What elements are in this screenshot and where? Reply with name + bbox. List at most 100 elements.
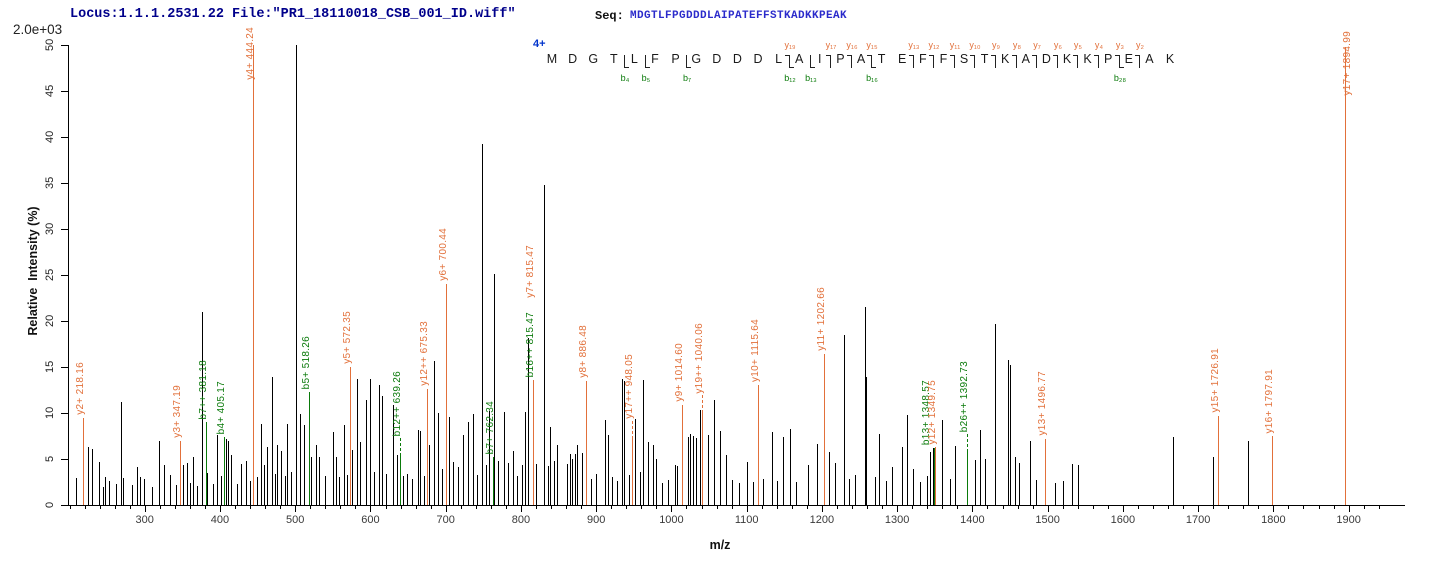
fragmentation-cut-mark xyxy=(974,55,975,68)
x-minor-tick xyxy=(1213,506,1214,509)
b-ion-label: b₅ xyxy=(641,73,651,83)
b-ion-cut-stub xyxy=(811,67,815,68)
ion-label: b4+ 405.17 xyxy=(216,380,227,434)
sequence-residue: T xyxy=(609,52,618,66)
peak-bar xyxy=(528,338,529,505)
peak-bar xyxy=(753,482,754,505)
y-ion-cut-stub xyxy=(909,55,913,56)
sequence-residue: T xyxy=(980,52,989,66)
fragmentation-cut-mark xyxy=(1057,55,1058,68)
peak-bar xyxy=(855,474,856,505)
x-major-tick xyxy=(671,506,672,512)
ion-peak-line xyxy=(427,389,428,505)
ion-label: y15+ 1726.91 xyxy=(1210,348,1221,413)
x-minor-tick xyxy=(115,506,116,509)
peak-bar xyxy=(902,447,903,505)
peak-bar xyxy=(152,486,153,505)
peak-bar xyxy=(339,477,340,505)
ion-peak-line xyxy=(758,385,759,505)
peak-bar xyxy=(732,480,733,505)
ion-peak-line xyxy=(253,45,254,505)
sequence-residue: D xyxy=(1041,52,1051,66)
peak-bar xyxy=(347,474,348,505)
y-ion-cut-stub xyxy=(1012,55,1016,56)
ion-peak-line xyxy=(1272,436,1273,505)
x-tick-label: 1100 xyxy=(734,514,759,526)
peak-bar xyxy=(808,465,809,505)
ion-peak-line xyxy=(1345,46,1346,505)
x-minor-tick xyxy=(927,506,928,509)
fragmentation-cut-mark xyxy=(1036,55,1037,68)
ion-label: b26++ 1392.73 xyxy=(959,360,970,432)
sequence-residue: T xyxy=(877,52,886,66)
b-ion-label: b₁₃ xyxy=(805,73,817,83)
fragmentation-cut-mark xyxy=(624,55,625,68)
ion-peak-line xyxy=(350,367,351,505)
y-ion-label: y₃ xyxy=(1115,40,1125,50)
y-ion-cut-stub xyxy=(1073,55,1077,56)
peak-bar xyxy=(739,482,740,505)
ion-label: y12++ 675.33 xyxy=(419,321,430,387)
peak-bar xyxy=(629,474,630,505)
peak-bar xyxy=(726,455,727,505)
y-ion-label: y₅ xyxy=(1073,40,1083,50)
peak-bar xyxy=(319,457,320,505)
peak-bar xyxy=(1213,457,1214,505)
y-tick-label: 25 xyxy=(44,268,56,282)
peak-bar xyxy=(434,360,435,505)
peak-bar xyxy=(164,465,165,505)
ion-label: y19++ 1040.06 xyxy=(694,322,705,394)
fragmentation-cut-mark xyxy=(1077,55,1078,68)
b-ion-cut-stub xyxy=(790,67,794,68)
x-tick-label: 400 xyxy=(210,514,230,526)
x-minor-tick xyxy=(581,506,582,509)
y-ion-label: y₁₃ xyxy=(908,40,920,50)
y-axis-line xyxy=(68,45,69,506)
peak-bar xyxy=(176,484,177,505)
sequence-residue: P xyxy=(836,52,845,66)
peak-bar xyxy=(393,404,394,505)
b-ion-cut-stub xyxy=(625,67,629,68)
x-minor-tick xyxy=(837,506,838,509)
peak-bar xyxy=(517,475,518,505)
peak-bar xyxy=(624,380,625,505)
ion-label-leader xyxy=(967,433,968,447)
peak-bar xyxy=(397,455,398,505)
y-ion-label: y₁₇ xyxy=(825,40,837,50)
ion-label: b12++ 639.26 xyxy=(392,371,403,437)
peak-bar xyxy=(835,462,836,505)
x-minor-tick xyxy=(1258,506,1259,509)
peak-bar xyxy=(1019,462,1020,505)
peak-bar xyxy=(316,445,317,505)
peak-bar xyxy=(498,460,499,505)
peak-bar xyxy=(442,469,443,505)
y-tick xyxy=(61,45,68,46)
x-minor-tick xyxy=(160,506,161,509)
y-tick xyxy=(61,91,68,92)
ion-label: b7++ 381.18 xyxy=(198,359,209,420)
peak-bar xyxy=(237,483,238,505)
b-ion-cut-stub xyxy=(646,67,650,68)
peak-bar xyxy=(449,416,450,505)
sequence-residue: A xyxy=(1145,52,1154,66)
peak-bar xyxy=(1010,365,1011,505)
ion-peak-line xyxy=(934,447,935,505)
y-tick xyxy=(61,183,68,184)
ion-peak-line xyxy=(702,410,703,505)
x-major-tick xyxy=(1123,506,1124,512)
peak-bar xyxy=(99,461,100,505)
y-tick xyxy=(61,367,68,368)
x-minor-tick xyxy=(386,506,387,509)
peak-bar xyxy=(985,459,986,505)
fragmentation-cut-mark xyxy=(851,55,852,68)
y-ion-label: y₁₉ xyxy=(784,40,796,50)
peak-bar xyxy=(844,334,845,505)
fragmentation-cut-mark xyxy=(1139,55,1140,68)
y-ion-label: y₁₆ xyxy=(846,40,858,50)
y-tick-label: 10 xyxy=(44,406,56,420)
peak-bar xyxy=(720,431,721,505)
x-minor-tick xyxy=(611,506,612,509)
sequence-residue: A xyxy=(795,52,804,66)
peak-bar xyxy=(525,412,526,505)
sequence-residue: P xyxy=(1104,52,1113,66)
